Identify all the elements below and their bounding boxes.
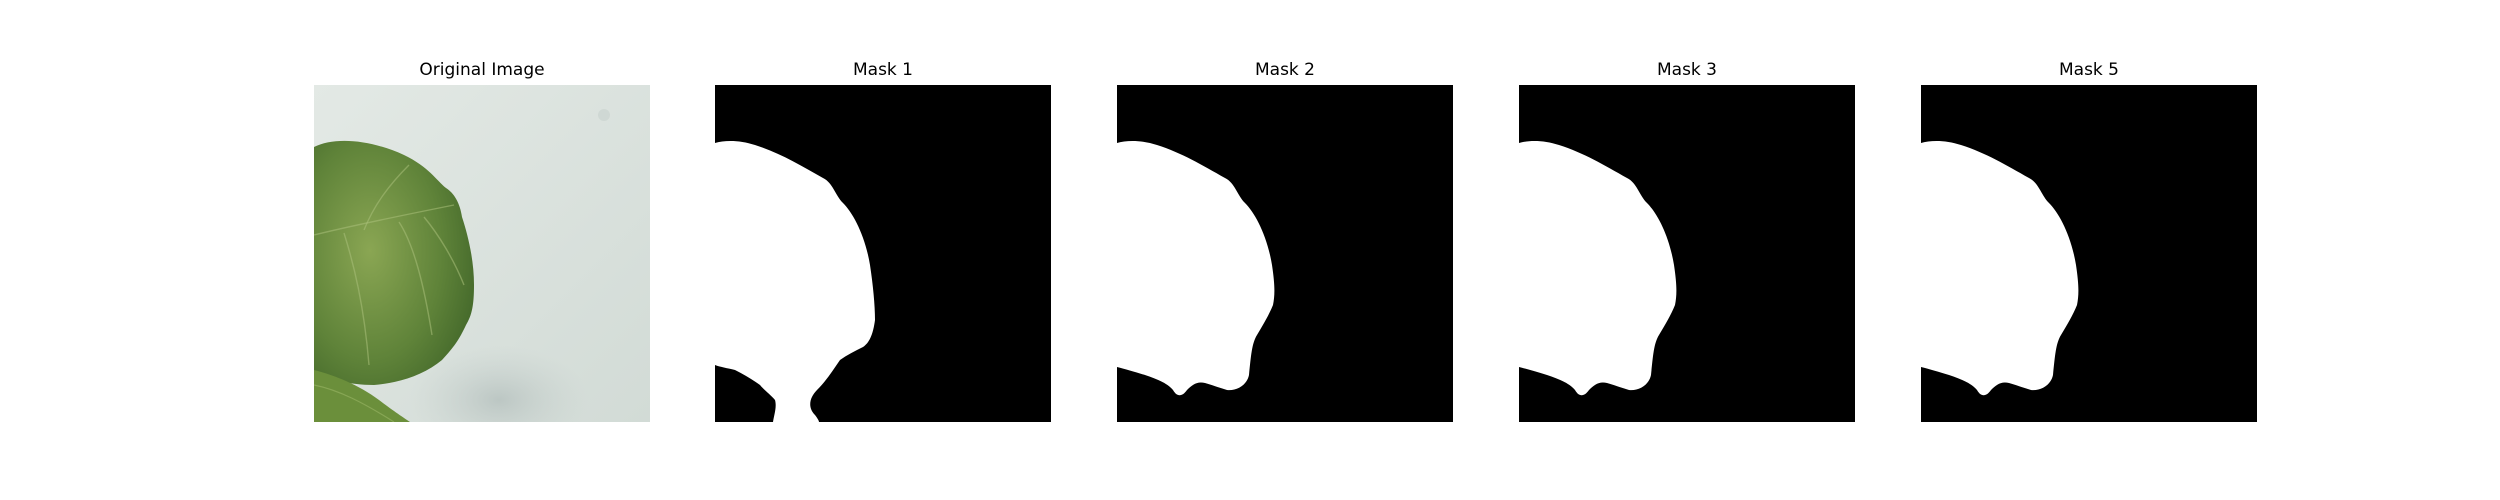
panel-original-image: Original Image (314, 60, 650, 422)
panel-mask-5: Mask 5 (1921, 60, 2257, 422)
mask-region (1117, 140, 1275, 396)
mask-speck (2000, 340, 2006, 346)
mask-5-image (1921, 85, 2257, 422)
mask-1-image (715, 85, 1051, 422)
panel-title: Original Image (419, 60, 545, 80)
mask-region (1921, 140, 2079, 396)
dust-spot (598, 109, 610, 121)
mask-region (715, 140, 875, 422)
panel-mask-1: Mask 1 (715, 60, 1051, 422)
panel-title: Mask 3 (1656, 60, 1717, 80)
mask-speck (1196, 340, 1202, 346)
mask-3-image (1519, 85, 1855, 422)
leaf-shadow (409, 345, 589, 422)
leaf-small (314, 370, 410, 422)
mask-speck (1598, 340, 1604, 346)
panel-mask-3: Mask 3 (1519, 60, 1855, 422)
panel-title: Mask 1 (852, 60, 913, 80)
leaf-large (314, 140, 474, 385)
panel-title: Mask 5 (2058, 60, 2119, 80)
panel-title: Mask 2 (1254, 60, 1315, 80)
leaf-veins (314, 164, 465, 366)
original-image (314, 85, 650, 422)
mask-region (1519, 140, 1677, 396)
panel-mask-2: Mask 2 (1117, 60, 1453, 422)
mask-2-image (1117, 85, 1453, 422)
